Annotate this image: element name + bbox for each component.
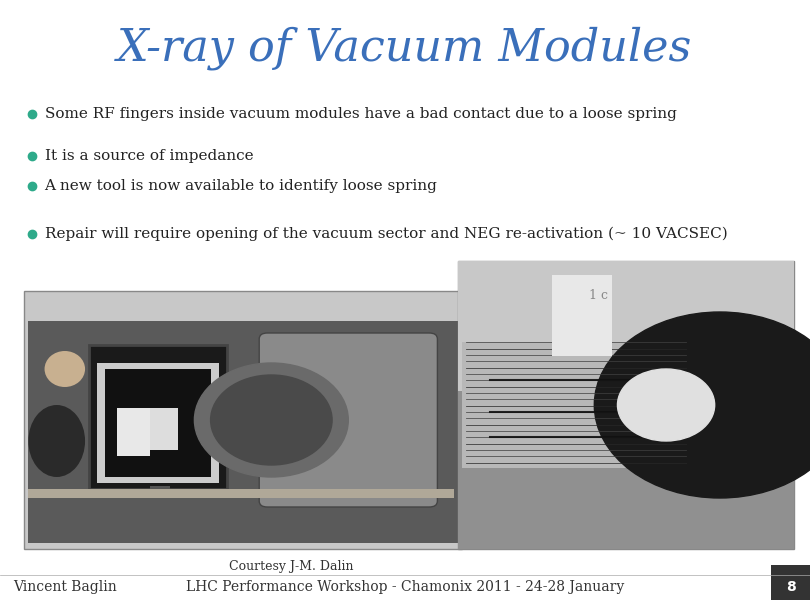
Bar: [97, 363, 219, 483]
Text: 8: 8: [786, 580, 795, 594]
Circle shape: [595, 312, 810, 498]
Circle shape: [194, 363, 348, 477]
Circle shape: [617, 369, 714, 441]
Bar: [458, 261, 794, 391]
Text: X-ray of Vacuum Modules: X-ray of Vacuum Modules: [117, 26, 693, 70]
Bar: [150, 408, 178, 450]
Text: Repair will require opening of the vacuum sector and NEG re-activation (~ 10 VAC: Repair will require opening of the vacuu…: [45, 227, 727, 241]
Text: It is a source of impedance: It is a source of impedance: [45, 149, 254, 163]
Text: Vincent Baglin: Vincent Baglin: [13, 580, 117, 594]
Bar: [89, 345, 227, 489]
Bar: [150, 486, 170, 498]
Bar: [458, 391, 794, 549]
Text: 1 c: 1 c: [590, 289, 608, 302]
Bar: [28, 321, 458, 543]
Bar: [105, 369, 211, 477]
FancyBboxPatch shape: [259, 333, 437, 507]
Text: Some RF fingers inside vacuum modules have a bad contact due to a loose spring: Some RF fingers inside vacuum modules ha…: [45, 107, 676, 121]
Bar: [117, 408, 150, 456]
Text: LHC Performance Workshop - Chamonix 2011 - 24-28 January: LHC Performance Workshop - Chamonix 2011…: [185, 580, 625, 594]
Bar: [462, 341, 704, 469]
Circle shape: [211, 375, 332, 465]
Text: Courtesy J-M. Dalin: Courtesy J-M. Dalin: [229, 560, 354, 573]
Bar: [771, 565, 810, 600]
Ellipse shape: [45, 351, 85, 387]
Bar: [458, 261, 794, 549]
Text: A new tool is now available to identify loose spring: A new tool is now available to identify …: [45, 179, 437, 193]
Bar: [552, 275, 612, 356]
Bar: [24, 291, 462, 549]
Bar: [28, 489, 454, 498]
Ellipse shape: [28, 405, 85, 477]
